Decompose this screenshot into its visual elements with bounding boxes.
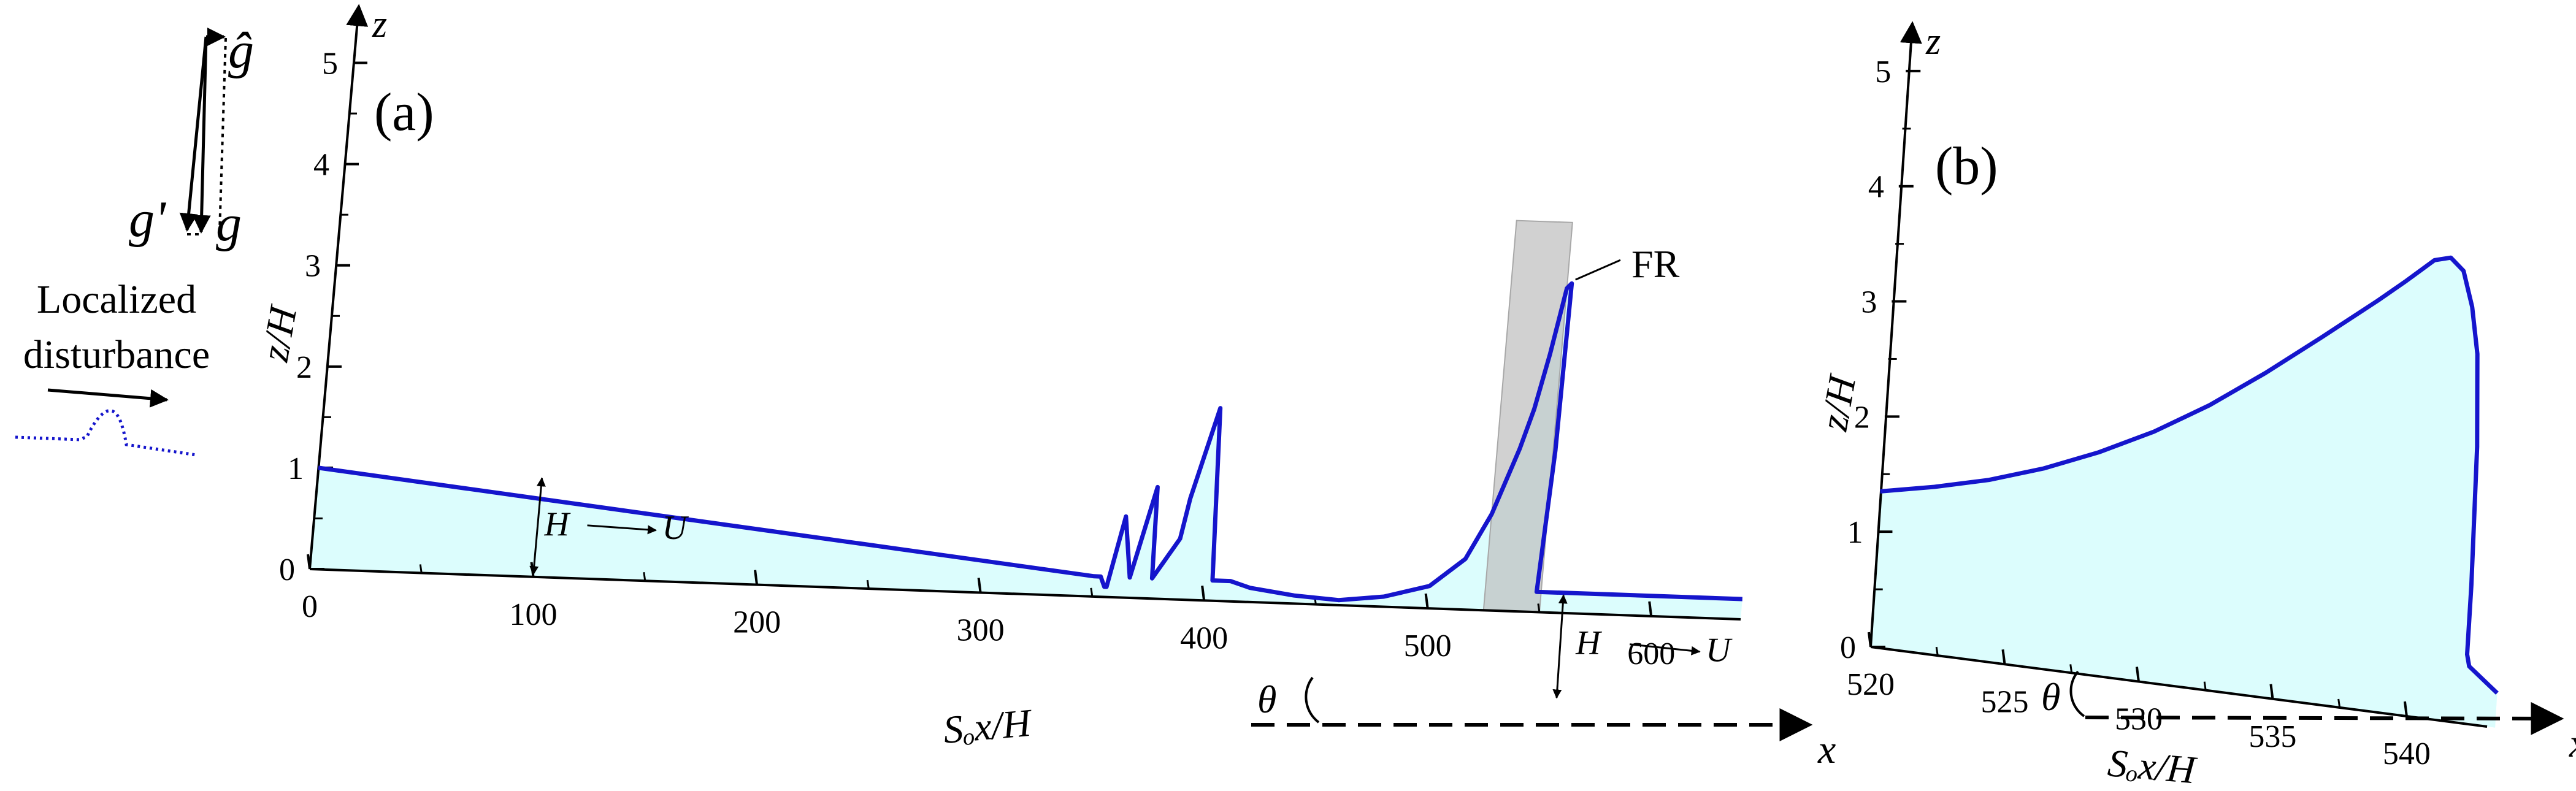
z-tick-label: 3 (305, 249, 321, 284)
panel-label: (a) (374, 83, 434, 142)
z-tick-label: 4 (313, 148, 329, 183)
panel-label: (b) (1935, 137, 1998, 196)
x-axis-title: Sₒx/H (2106, 741, 2199, 791)
downstream-depth-label: H (1575, 624, 1602, 662)
disturbance-profile (15, 409, 197, 457)
z-tick-label: 2 (1854, 400, 1870, 435)
free-surface-line (1880, 255, 2499, 695)
theta-arc (2069, 670, 2085, 717)
x-minor-tick (1537, 603, 1541, 613)
downstream-depth-marker (1552, 594, 1568, 699)
x-axis-letter: x (1817, 727, 1836, 772)
disturbance-label-line1: Localized (37, 277, 196, 322)
z-tick-label: 2 (296, 350, 312, 385)
x-tick (1648, 601, 1653, 617)
g-prime-label: g' (129, 191, 167, 248)
x-tick-label: 0 (302, 589, 318, 624)
g-hat-dotted-guide (218, 37, 227, 232)
z-axis-letter: z (1925, 21, 1941, 63)
x-tick (307, 554, 311, 570)
g-vector (192, 36, 211, 234)
x-tick-label: 100 (510, 597, 558, 632)
theta-label: θ (2041, 675, 2060, 719)
z-axis (309, 4, 369, 570)
g-hat-label: ĝ (228, 22, 254, 79)
x-axis-title: Sₒx/H (941, 700, 1035, 751)
x-tick-label: 535 (2248, 719, 2296, 754)
x-tick-label: 525 (1980, 684, 2028, 719)
x-tick (1868, 632, 1872, 648)
fr-leader (1575, 259, 1621, 281)
y-axis-title: z/H (1812, 370, 1865, 435)
z-tick-label: 3 (1861, 285, 1877, 320)
x-tick-label: 540 (2383, 736, 2431, 771)
upstream-depth-label: H (544, 505, 571, 543)
horizontal-reference-axis (2085, 701, 2564, 735)
downstream-flow-arrow (1630, 643, 1701, 655)
z-tick-label: 5 (322, 47, 338, 82)
x-tick-label: 200 (733, 605, 781, 640)
x-tick (2001, 649, 2006, 665)
downstream-velocity-label: U (1706, 632, 1733, 670)
x-minor-tick (866, 579, 870, 589)
x-axis-bed (309, 568, 1741, 621)
z-tick-label: 0 (1840, 630, 1856, 665)
x-axis-bed (1870, 646, 2488, 728)
upstream-velocity-label: U (662, 509, 689, 547)
x-tick-label: 300 (957, 613, 1005, 648)
z-axis-letter: z (372, 4, 387, 45)
theta-arc (1305, 676, 1320, 724)
x-tick (1424, 593, 1429, 609)
x-tick (2135, 667, 2140, 682)
x-minor-tick (1090, 587, 1094, 597)
z-axis (1869, 21, 1922, 648)
theta-label: θ (1257, 678, 1276, 721)
x-tick (1201, 586, 1206, 601)
x-minor-tick (419, 564, 423, 573)
x-tick (754, 570, 759, 585)
fr-label: FR (1631, 242, 1680, 286)
x-minor-tick (2069, 664, 2073, 673)
panel-a: z 0 100 200 300 400 500 600 0 1 2 3 4 5 x θ Sₒx/H z/H (a) F… (253, 4, 1836, 772)
z-tick-label: 4 (1868, 170, 1884, 205)
x-tick-label: 520 (1847, 667, 1895, 702)
x-tick-label: 600 (1627, 636, 1675, 671)
disturbance-label-line2: disturbance (23, 332, 210, 377)
x-minor-tick (643, 572, 646, 581)
z-tick-label: 5 (1875, 55, 1891, 90)
y-axis-title: z/H (253, 301, 305, 365)
z-tick-label: 1 (1847, 515, 1863, 550)
disturbance-arrow (47, 388, 169, 408)
x-tick (2403, 701, 2408, 717)
x-tick (977, 578, 982, 593)
fluid-region (310, 283, 1742, 619)
g-label: g (216, 195, 242, 252)
x-axis-letter: x (2569, 721, 2576, 766)
x-minor-tick (1935, 646, 1939, 656)
fluid-region (1871, 258, 2497, 728)
x-tick-label: 400 (1180, 621, 1228, 655)
z-tick-label: 1 (288, 451, 304, 486)
x-minor-tick (2337, 698, 2341, 708)
free-surface-line (318, 281, 1742, 603)
g-prime-vector (179, 36, 208, 232)
x-minor-tick (2203, 681, 2207, 690)
gravity-legend: ĝ g' g Localized disturbance (15, 22, 254, 457)
z-tick-label: 0 (279, 552, 295, 587)
upstream-depth-marker (529, 477, 546, 576)
upstream-flow-arrow (587, 524, 657, 535)
x-tick (2269, 684, 2274, 700)
panel-b: z520525530535540012345xθSₒx/Hz/H(b) (1812, 21, 2576, 791)
x-tick-label: 500 (1404, 629, 1452, 663)
